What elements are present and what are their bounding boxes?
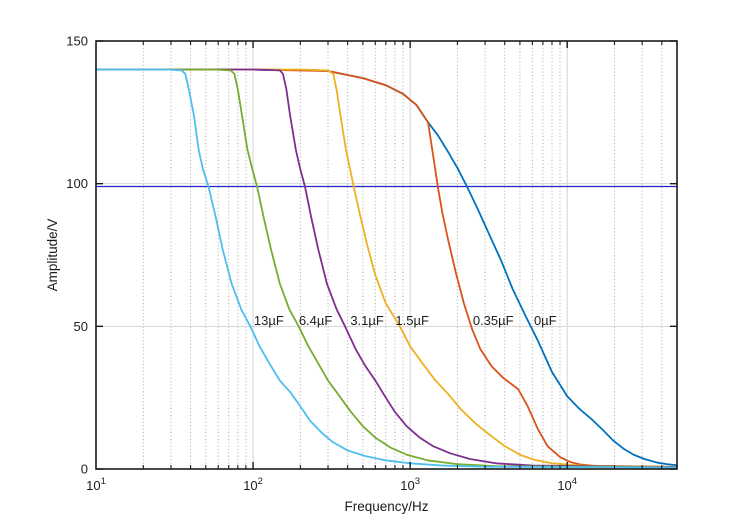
curve-label-3_1uF: 3.1µF <box>350 313 384 328</box>
x-tick-label: 102 <box>243 476 263 493</box>
y-axis-label: Amplitude/V <box>45 219 60 292</box>
x-tick-label: 101 <box>86 476 106 493</box>
series-6_4uF-curve <box>95 68 678 469</box>
axes-layer <box>95 40 678 470</box>
curve-label-6_4uF: 6.4µF <box>299 313 333 328</box>
curve-label-0_35uF: 0.35µF <box>473 313 514 328</box>
series-0uF-curve <box>95 68 678 467</box>
curve-label-1_5uF: 1.5µF <box>395 313 429 328</box>
series-layer <box>95 68 678 469</box>
curve-label-13uF: 13µF <box>254 313 284 328</box>
curve-label-0uF: 0µF <box>534 313 557 328</box>
x-tick-label: 103 <box>400 476 420 493</box>
y-tick-label: 100 <box>66 176 88 191</box>
grid-layer <box>96 41 677 469</box>
series-1_5uF-curve <box>95 68 678 468</box>
series-0_35uF-curve <box>95 68 678 468</box>
x-tick-label: 104 <box>557 476 577 493</box>
y-tick-label: 0 <box>81 462 88 477</box>
labels-layer: 101 102 103 104 0 50 100 150 Frequency/Hz Amplitu… <box>45 34 577 515</box>
x-axis-label: Frequency/Hz <box>344 499 428 514</box>
y-tick-label: 150 <box>66 34 88 49</box>
y-tick-label: 50 <box>74 319 88 334</box>
series-13uF-curve <box>95 68 678 469</box>
series-3_1uF-curve <box>95 68 678 468</box>
plot-border <box>95 40 678 470</box>
